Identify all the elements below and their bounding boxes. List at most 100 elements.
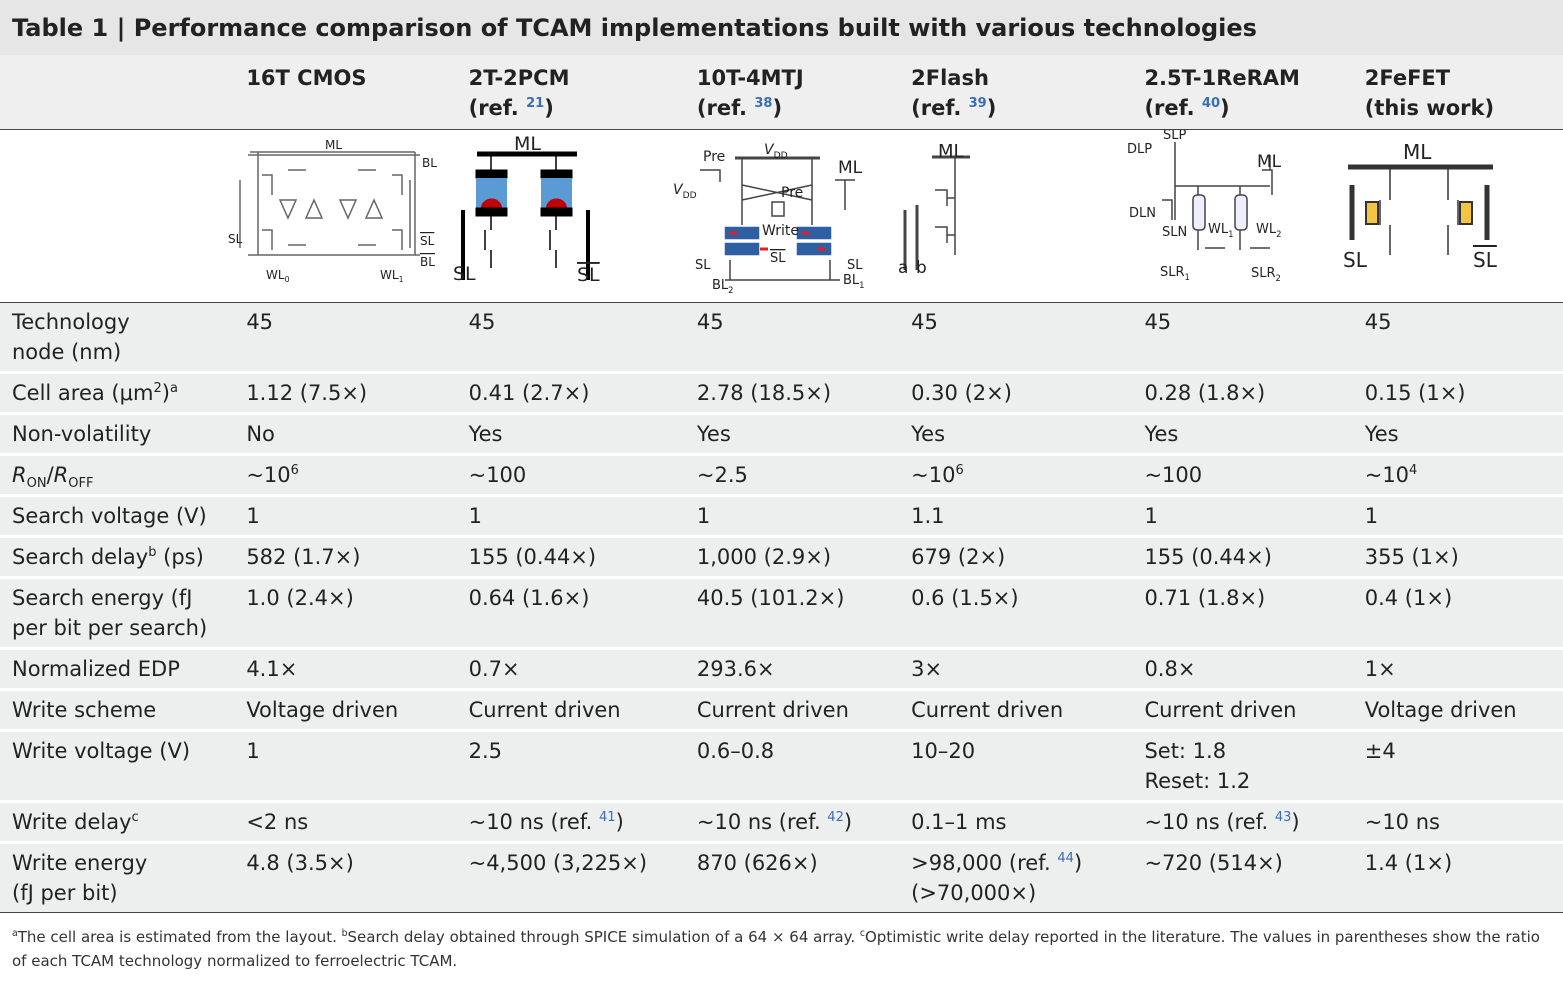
cell-line: (>70,000×) xyxy=(911,878,1144,908)
cell-text: Current driven xyxy=(1144,698,1297,722)
cell-text: ±4 xyxy=(1364,739,1396,763)
cell-text: Yes xyxy=(468,422,503,446)
reference: 41 xyxy=(599,810,616,825)
text: ~10 xyxy=(1364,463,1410,487)
table-cell: 0.64 (1.6×) xyxy=(468,577,697,650)
cell-text: Search voltage (V) xyxy=(12,504,207,528)
table-cell: ±4 xyxy=(1364,730,1563,803)
text-sup: c xyxy=(859,928,865,939)
cell-text: 0.41 (2.7×) xyxy=(468,381,590,405)
circuit-shape xyxy=(540,207,573,217)
cell-line: 10T-4MTJ xyxy=(697,63,911,93)
table-cell: ~2.5 xyxy=(696,454,912,497)
table-cell: 0.6–0.8 xyxy=(696,730,912,803)
cell-text: 1,000 (2.9×) xyxy=(696,545,832,569)
cell-text: 40.5 (101.2×) xyxy=(696,586,845,610)
reference: 38 xyxy=(754,96,773,111)
table-cell: 1 xyxy=(696,495,912,538)
label-part: V xyxy=(764,142,775,158)
circuit-shape xyxy=(481,198,567,208)
text: per bit per search) xyxy=(12,616,208,640)
cell-text: 0.6–0.8 xyxy=(696,739,775,763)
label-part: 2 xyxy=(1276,229,1281,239)
label-part: ML xyxy=(514,133,541,155)
table-cell: 582 (1.7×) xyxy=(246,536,469,579)
table-cell: Current driven xyxy=(1144,689,1365,732)
circuit-shape xyxy=(239,169,411,250)
table-cell: ~4,500 (3,225×) xyxy=(468,842,697,913)
circuit-shape xyxy=(1379,167,1459,255)
table-header: 16T CMOS 2T-2PCM (ref. 21) 10T-4MTJ (ref. 38… xyxy=(0,55,1563,130)
row-label: RON/ROFF xyxy=(0,454,247,497)
cell-text: <2 ns xyxy=(246,810,309,834)
cell-text: Current driven xyxy=(468,698,621,722)
label-part: ML xyxy=(1403,140,1432,164)
row-label: Write voltage (V) xyxy=(0,730,247,803)
row-label: Search delayb (ps) xyxy=(0,536,247,579)
cell-line: 2FeFET xyxy=(1365,63,1563,93)
header-cell: 10T-4MTJ (ref. 38) xyxy=(696,55,912,130)
table-cell: Yes xyxy=(696,413,912,456)
circuit-label: SLR2 xyxy=(1251,266,1281,283)
circuit-label: WL1 xyxy=(1208,222,1233,239)
label-part: V xyxy=(673,182,684,198)
label-part: ML xyxy=(1257,152,1282,172)
text: 16T CMOS xyxy=(246,66,367,90)
table-cell: Yes xyxy=(1364,413,1563,456)
table-cell: 40.5 (101.2×) xyxy=(696,577,912,650)
cell-text: 0.1–1 ms xyxy=(911,810,1007,834)
table-cell: ~100 xyxy=(1144,454,1365,497)
cell-text: 2.5 xyxy=(468,739,502,763)
header-cell xyxy=(0,55,247,130)
circuit-label: VDD xyxy=(764,142,788,161)
table-cell: Set: 1.8 Reset: 1.2 xyxy=(1144,730,1365,803)
table-cell: 45 xyxy=(696,303,912,374)
cell-text: 679 (2×) xyxy=(911,545,1006,569)
table-cell: <2 ns xyxy=(246,801,469,844)
reference: 42 xyxy=(827,810,844,825)
cell-text: 1.0 (2.4×) xyxy=(246,586,354,610)
text: Search delay obtained through SPICE simu… xyxy=(347,928,860,946)
text-sub: OFF xyxy=(68,476,94,492)
table-cell: 155 (0.44×) xyxy=(1144,536,1365,579)
table-row: Search voltage (V) 1 1 1 1.1 1 1 xyxy=(0,495,1563,538)
table-cell: No xyxy=(246,413,469,456)
cell-text: Write voltage (V) xyxy=(12,739,191,763)
label-part: 1 xyxy=(399,275,404,284)
circuit-label: BL xyxy=(422,156,437,170)
text: Set: 1.8 xyxy=(1144,739,1227,763)
cell-text: ~10 ns xyxy=(1364,810,1440,834)
cell-text: 45 xyxy=(911,310,938,334)
table-cell: 870 (626×) xyxy=(696,842,912,913)
cell-text: Voltage driven xyxy=(246,698,399,722)
cell-text: 870 (626×) xyxy=(696,851,818,875)
cell-text: 155 (0.44×) xyxy=(1144,545,1272,569)
table-row: Search delayb (ps) 582 (1.7×) 155 (0.44×) 1… xyxy=(0,536,1563,579)
table-cell: 1× xyxy=(1364,648,1563,691)
circuit-shape xyxy=(935,157,956,255)
text-sup: a xyxy=(169,381,178,396)
label-part: WL xyxy=(266,268,285,282)
table-row: Write scheme Voltage driven Current driven… xyxy=(0,689,1563,732)
circuit-shape xyxy=(278,198,384,220)
table-cell: 45 xyxy=(911,303,1145,374)
label-part: SLN xyxy=(1162,225,1187,240)
text: node (nm) xyxy=(12,340,122,364)
text: ~10 ns (ref. xyxy=(468,810,600,834)
table-cell: Current driven xyxy=(468,689,697,732)
header-row: 16T CMOS 2T-2PCM (ref. 21) 10T-4MTJ (ref. 38… xyxy=(0,55,1563,130)
text: Search delay xyxy=(12,545,149,569)
cell-line: per bit per search) xyxy=(12,613,246,643)
text-sup: a xyxy=(12,928,18,939)
text: 2Flash xyxy=(911,66,989,90)
text: 2T-2PCM xyxy=(468,66,570,90)
text: ) xyxy=(843,810,853,834)
circuit-label: BL xyxy=(420,255,435,269)
circuit-label: VDD xyxy=(673,182,697,201)
circuit-shape xyxy=(475,207,508,217)
label-part: SL xyxy=(847,258,863,273)
cell-line: Reset: 1.2 xyxy=(1144,766,1364,796)
cell-text: 0.15 (1×) xyxy=(1364,381,1466,405)
text: ) xyxy=(986,96,997,120)
